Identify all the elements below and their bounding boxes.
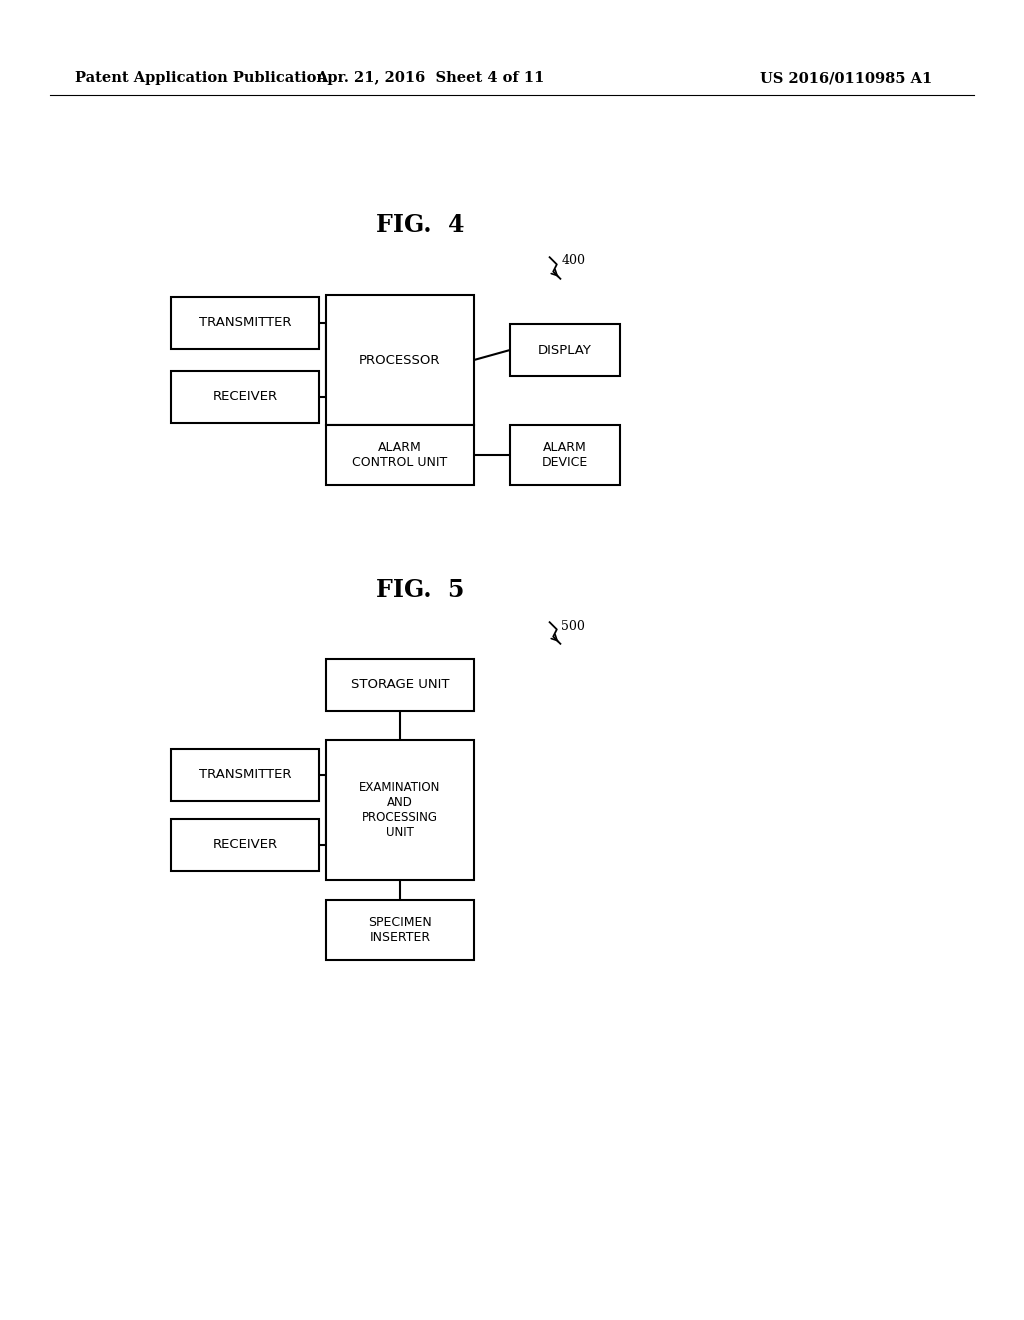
Text: RECEIVER: RECEIVER [212, 838, 278, 851]
Text: Patent Application Publication: Patent Application Publication [75, 71, 327, 84]
Bar [326, 659, 474, 711]
Bar [171, 818, 319, 871]
Text: RECEIVER: RECEIVER [212, 391, 278, 404]
Bar [326, 741, 474, 880]
Bar [326, 900, 474, 960]
Text: STORAGE UNIT: STORAGE UNIT [351, 678, 450, 692]
Text: PROCESSOR: PROCESSOR [359, 354, 440, 367]
Text: TRANSMITTER: TRANSMITTER [199, 317, 291, 330]
Text: Apr. 21, 2016  Sheet 4 of 11: Apr. 21, 2016 Sheet 4 of 11 [315, 71, 544, 84]
Bar [171, 371, 319, 422]
Text: TRANSMITTER: TRANSMITTER [199, 768, 291, 781]
Text: ALARM
DEVICE: ALARM DEVICE [542, 441, 588, 469]
Text: 500: 500 [561, 619, 585, 632]
Bar [326, 294, 474, 425]
Text: EXAMINATION
AND
PROCESSING
UNIT: EXAMINATION AND PROCESSING UNIT [359, 781, 440, 840]
Bar [171, 748, 319, 801]
Bar [510, 425, 620, 484]
Bar [171, 297, 319, 348]
Text: FIG.  5: FIG. 5 [376, 578, 464, 602]
Text: ALARM
CONTROL UNIT: ALARM CONTROL UNIT [352, 441, 447, 469]
Text: FIG.  4: FIG. 4 [376, 213, 464, 238]
Text: 400: 400 [561, 255, 586, 268]
Text: US 2016/0110985 A1: US 2016/0110985 A1 [760, 71, 932, 84]
Bar [510, 323, 620, 376]
Text: SPECIMEN
INSERTER: SPECIMEN INSERTER [368, 916, 432, 944]
Text: DISPLAY: DISPLAY [538, 343, 592, 356]
Bar [326, 425, 474, 484]
